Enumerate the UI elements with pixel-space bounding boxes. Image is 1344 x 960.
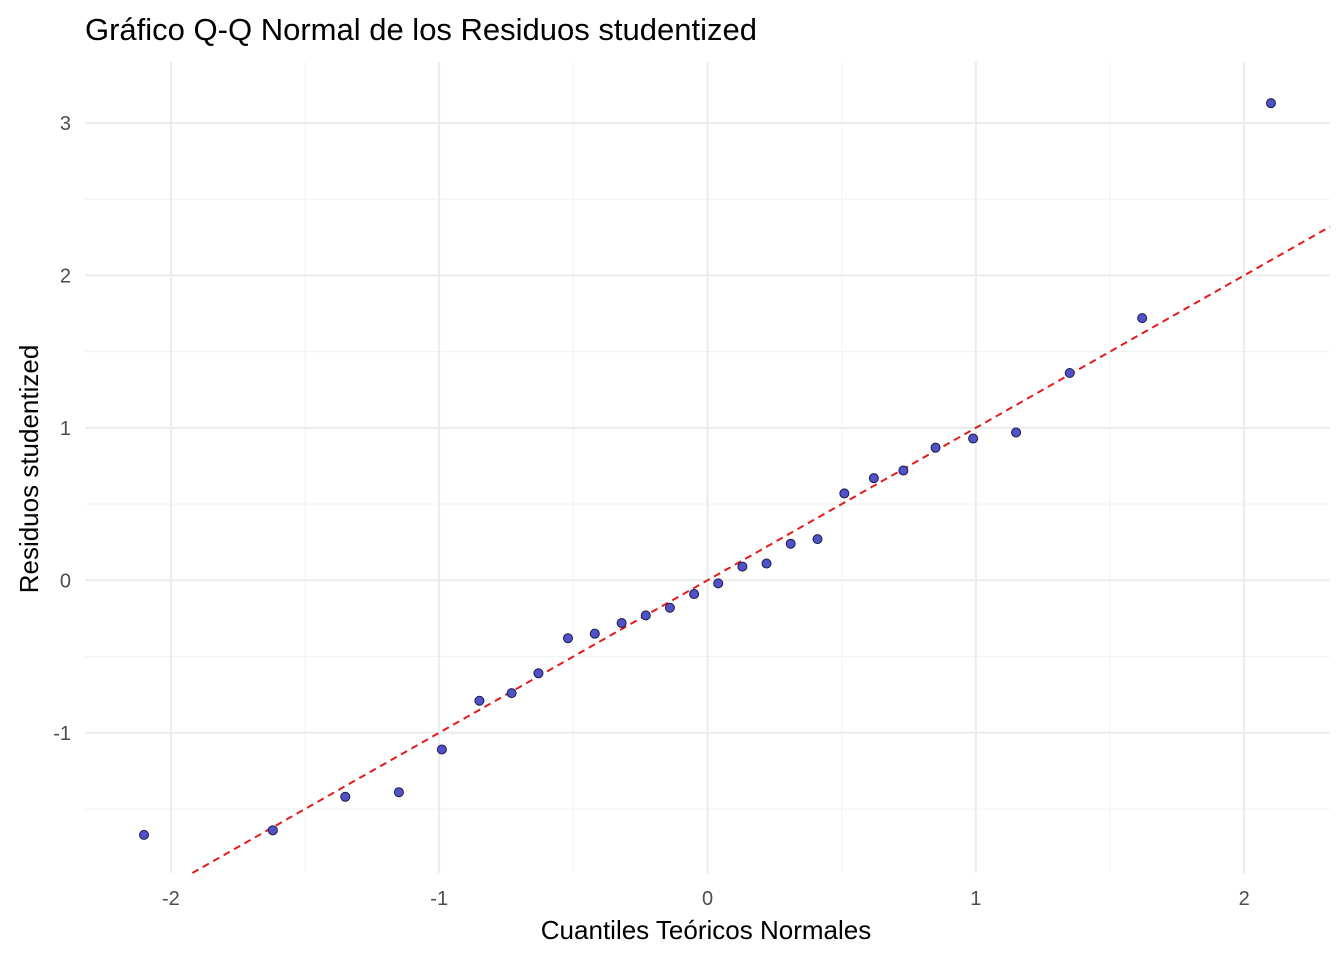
data-point — [1265, 98, 1276, 109]
data-point — [393, 787, 404, 798]
data-point — [474, 695, 485, 706]
data-point — [812, 534, 823, 545]
data-point — [562, 633, 573, 644]
data-point — [267, 825, 278, 836]
data-point — [839, 488, 850, 499]
tick-labels: -2 -1 0 1 2 -1 0 1 2 3 — [53, 113, 1249, 910]
reference-line — [191, 225, 1331, 874]
x-tick-label: 1 — [970, 888, 981, 910]
data-point — [930, 442, 941, 453]
data-point — [713, 578, 724, 589]
data-point — [689, 589, 700, 600]
y-axis-title: Residuos studentized — [14, 345, 44, 594]
data-point — [868, 473, 879, 484]
data-point — [139, 829, 150, 840]
data-point — [1064, 367, 1075, 378]
data-point — [640, 610, 651, 621]
data-point — [1011, 427, 1022, 438]
y-tick-label: 3 — [60, 113, 71, 135]
data-point — [737, 561, 748, 572]
data-point — [340, 791, 351, 802]
x-tick-label: -1 — [430, 888, 448, 910]
y-tick-label: 2 — [60, 265, 71, 287]
data-points — [139, 98, 1276, 840]
y-tick-label: 0 — [60, 570, 71, 592]
reference-line-layer — [191, 225, 1331, 874]
data-point — [589, 628, 600, 639]
data-point — [968, 433, 979, 444]
data-point — [898, 465, 909, 476]
y-tick-label: -1 — [53, 723, 71, 745]
data-point — [761, 558, 772, 569]
data-point — [506, 688, 517, 699]
data-point — [616, 617, 627, 628]
data-point — [1137, 313, 1148, 324]
grid-lines — [85, 62, 1330, 873]
y-tick-label: 1 — [60, 418, 71, 440]
x-tick-label: 0 — [702, 888, 713, 910]
chart-title: Gráfico Q-Q Normal de los Residuos stude… — [85, 12, 757, 47]
x-tick-label: 2 — [1239, 888, 1250, 910]
data-point — [436, 744, 447, 755]
data-point — [664, 602, 675, 613]
x-axis-title: Cuantiles Teóricos Normales — [541, 915, 871, 945]
x-tick-label: -2 — [162, 888, 180, 910]
data-point — [533, 668, 544, 679]
data-point — [785, 538, 796, 549]
